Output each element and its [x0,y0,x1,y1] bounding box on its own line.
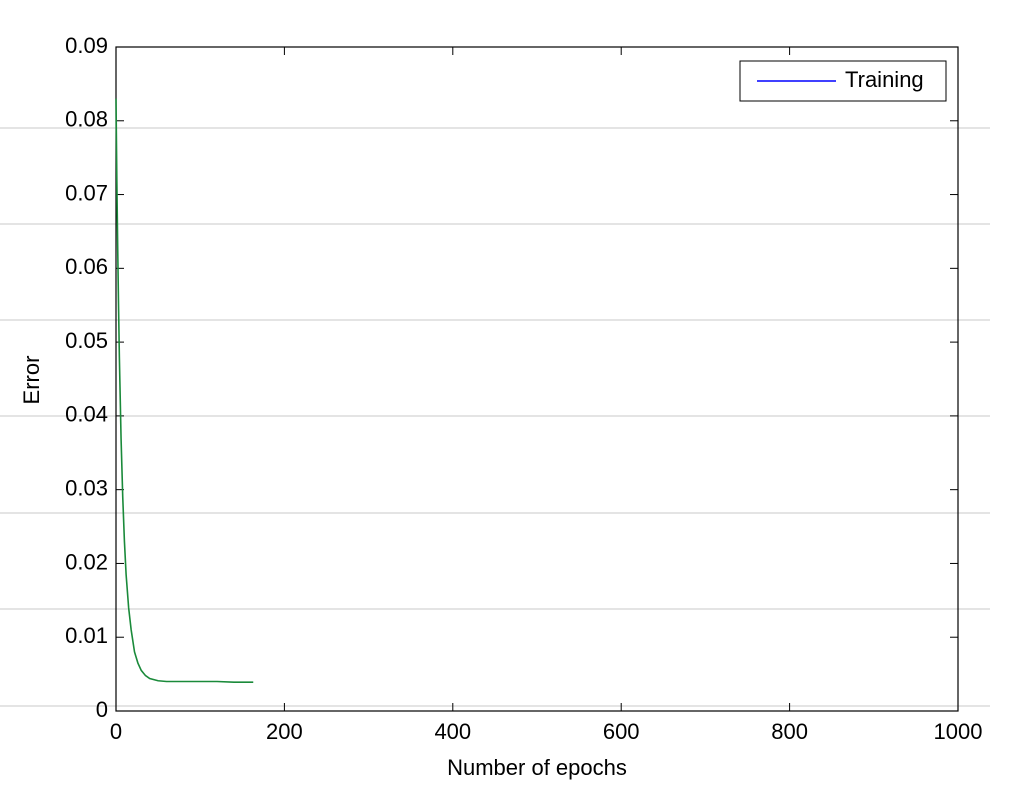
x-tick-label: 1000 [934,719,983,744]
x-tick-label: 0 [110,719,122,744]
plot-frame [115,46,959,712]
y-tick-label: 0.06 [65,254,108,279]
x-tick-label: 800 [771,719,808,744]
y-axis-label: Error [19,356,44,405]
data-line [115,98,254,684]
x-tick-label: 600 [603,719,640,744]
x-axis-label: Number of epochs [447,755,627,780]
x-tick-label: 200 [266,719,303,744]
y-tick-label: 0.04 [65,402,108,427]
y-tick-label: 0.02 [65,549,108,574]
x-tick-label: 400 [434,719,471,744]
y-tick-label: 0.07 [65,180,108,205]
y-tick-label: 0.08 [65,107,108,132]
y-tick-label: 0.03 [65,475,108,500]
y-tick-label: 0 [96,697,108,722]
y-tick-label: 0.01 [65,623,108,648]
y-tick-label: 0.09 [65,33,108,58]
y-tick-label: 0.05 [65,328,108,353]
legend-label: Training [845,67,924,92]
